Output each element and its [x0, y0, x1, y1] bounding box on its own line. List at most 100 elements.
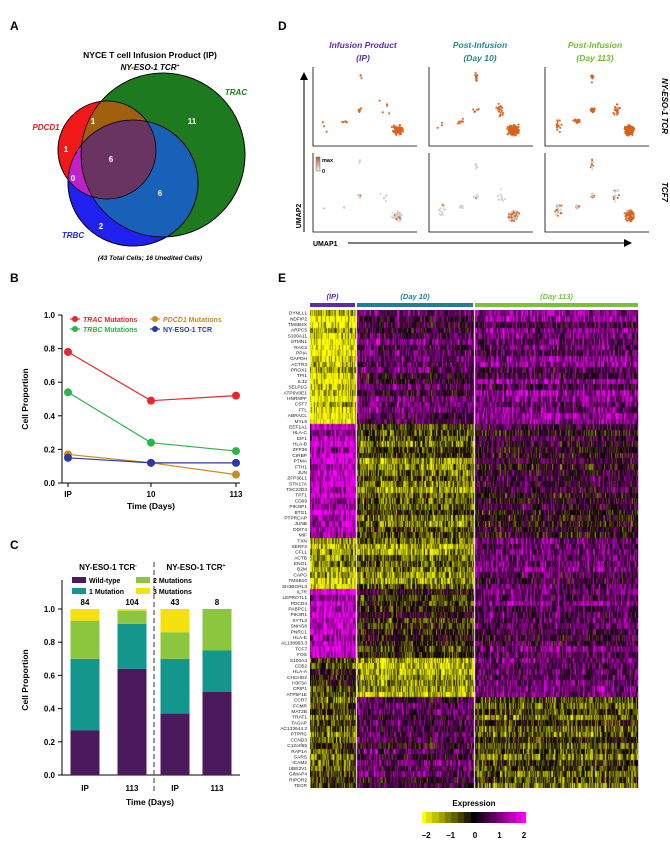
y-tick-label: 0.6 [44, 671, 56, 680]
umap-cell-point [512, 124, 515, 127]
x-axis-label: Time (Days) [126, 797, 174, 807]
gene-label: CD69 [295, 498, 308, 504]
gene-label: PABPC1 [288, 607, 307, 613]
bar-segment-1-mutation [117, 623, 147, 669]
umap-cell-point [590, 193, 593, 196]
legend-label: Wild-type [89, 578, 121, 585]
umap-cell-point [498, 198, 502, 201]
umap-cell-point [612, 197, 616, 201]
umap-cell-point [398, 133, 401, 136]
gene-label: AC133644.2 [280, 726, 307, 732]
series-trac [64, 347, 240, 405]
umap-plot-axes [544, 153, 649, 233]
umap-cell-point [624, 126, 627, 129]
gene-label: SERF2 [292, 544, 308, 550]
gene-label: MYL6 [294, 419, 307, 425]
gene-label: TCF7 [295, 646, 307, 652]
gene-label: IL7R [297, 590, 308, 596]
umap-cell-point [322, 207, 325, 210]
gene-label: PTMA [294, 459, 308, 465]
legend-marker [152, 326, 158, 332]
gene-label: PPIA [296, 351, 308, 357]
data-point [232, 391, 240, 400]
gene-label: CCR7 [294, 698, 307, 704]
umap-cell-point [379, 192, 382, 195]
umap-cell-point [624, 217, 628, 221]
gene-label: ZFP36 [293, 447, 308, 453]
umap-cell-point [397, 126, 400, 129]
gene-label: ARPC5 [291, 328, 307, 334]
umap-cell-point [556, 125, 559, 128]
umap-cell-point [438, 209, 441, 212]
umap-cell-point [506, 125, 509, 129]
gene-label: STK17A [289, 481, 308, 487]
gene-label: ACTB [294, 555, 307, 561]
umap-cell-point [474, 76, 478, 79]
gene-label: GIMAP4 [289, 772, 307, 778]
umap-cell-point [358, 161, 361, 164]
gene-label: CIRBP [292, 453, 307, 459]
gene-label: PNRC1 [291, 629, 308, 635]
legend-label: 2 Mutations [153, 578, 192, 585]
umap-row-label-tcf7: TCF7 [660, 182, 669, 203]
umap-cell-point [555, 123, 559, 126]
gene-label: SNHG8 [290, 624, 307, 630]
venn-count-all: 6 [109, 155, 114, 164]
umap-cell-point [514, 219, 517, 222]
gene-label: MIF [299, 533, 307, 539]
umap-cell-point [398, 220, 401, 223]
umap-cell-point [575, 205, 578, 208]
umap-cell-point [501, 113, 504, 116]
legend-marker [152, 316, 158, 322]
umap-cell-point [476, 196, 479, 199]
group-label-tcr-negative: NY-ESO-1 TCR- [79, 563, 137, 572]
gene-label: CST7 [295, 402, 308, 408]
umap-cell-point [342, 121, 345, 124]
gene-label: CAPG [293, 572, 307, 578]
umap-cell-point [384, 195, 387, 198]
bar-segment-2-mutations [117, 610, 147, 624]
umap-cell-point [632, 216, 635, 219]
legend-item: NY-ESO-1 TCR [150, 326, 212, 334]
umap-cell-point [512, 126, 515, 129]
umap-cell-point [614, 106, 617, 109]
umap-cell-point [360, 77, 363, 80]
umap-cell-point [558, 119, 561, 122]
legend-item: 3 Mutations [136, 588, 192, 596]
series-trbc [64, 388, 240, 456]
umap-cell-point [390, 125, 394, 129]
umap-cell-point [441, 212, 444, 215]
umap-cell-point [514, 125, 518, 128]
umap-cell-point [512, 211, 516, 214]
umap-plot-axes [312, 153, 417, 233]
legend-item: Wild-type [72, 577, 121, 585]
umap-cell-point [360, 107, 363, 110]
colorbar-title: Expression [452, 799, 495, 808]
venn-count-trac-only: 11 [188, 117, 197, 126]
umap-cell-point [395, 132, 398, 135]
umap-cell-point [398, 131, 401, 134]
bar-segment-1-mutation [202, 650, 232, 692]
umap-cell-point [474, 167, 477, 170]
umap-cell-point [558, 130, 561, 134]
data-point [64, 453, 72, 462]
venn-label-trac: TRAC [225, 88, 247, 97]
gene-label: C12orf65 [287, 743, 307, 749]
y-tick-label: 1.0 [44, 311, 56, 320]
umap-cell-point [395, 214, 398, 217]
umap-cell-point [509, 128, 512, 131]
umap-cell-point [616, 113, 619, 116]
umap-cell-point [436, 126, 439, 129]
gene-label: S100A11 [288, 333, 308, 339]
gene-label: CHCHD2 [287, 675, 307, 681]
y-tick-label: 0.4 [44, 412, 56, 421]
legend-item: 1 Mutation [72, 588, 124, 596]
gene-label: AL138963.3 [281, 641, 307, 647]
umap-cell-point [510, 131, 513, 134]
x-tick-label: IP [171, 784, 179, 793]
umap-cell-point [456, 122, 459, 125]
umap-plot [322, 159, 403, 223]
umap-cell-point [616, 196, 619, 199]
umap-cell-point [440, 124, 443, 127]
